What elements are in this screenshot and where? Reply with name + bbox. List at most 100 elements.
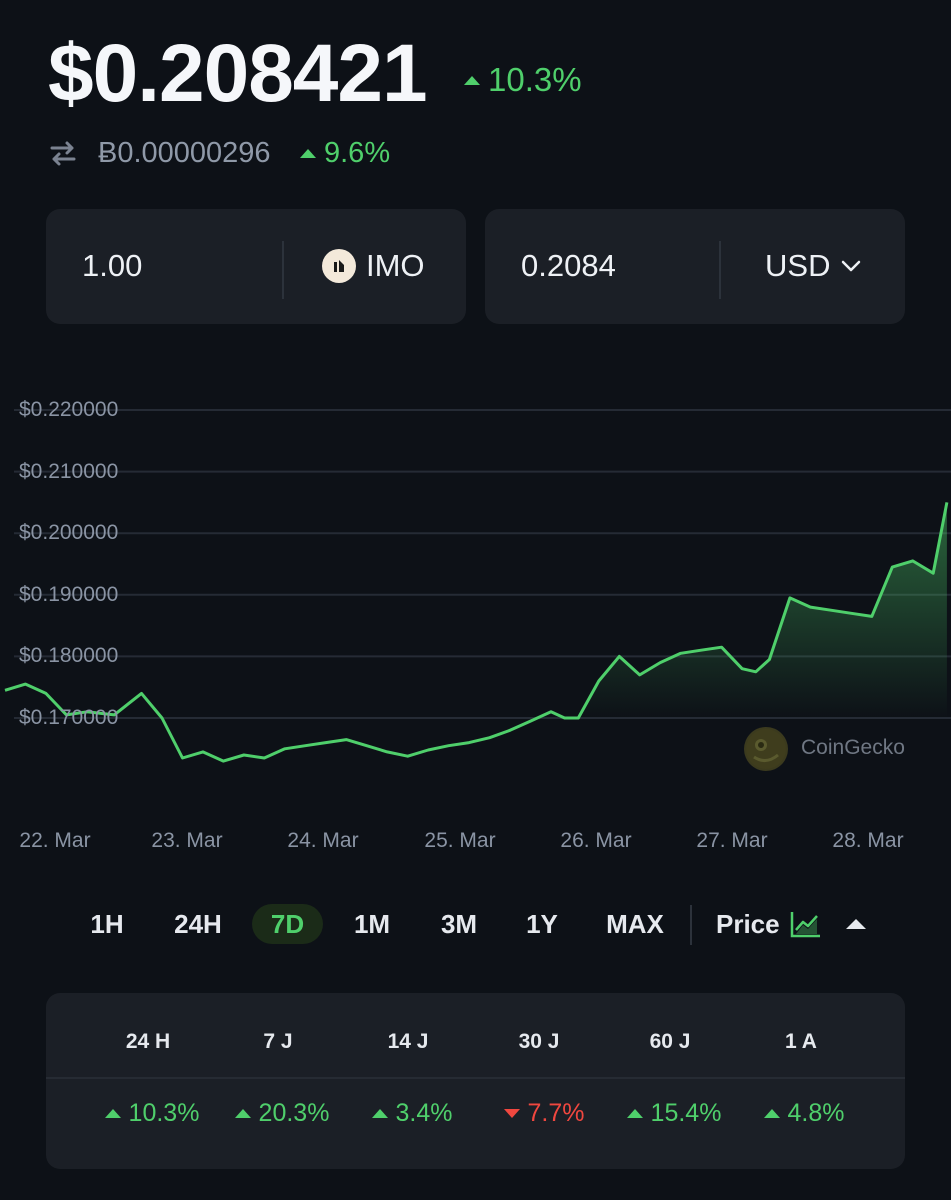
x-axis-tick-label: 24. Mar (287, 829, 359, 852)
chart-data-point (467, 741, 471, 745)
chart-data-point (3, 688, 7, 692)
chart-data-point (597, 679, 601, 683)
chart-data-point (447, 744, 451, 748)
swap-icon[interactable] (48, 138, 78, 168)
up-arrow-icon (763, 1108, 780, 1118)
converted-amount-input[interactable]: 0.2084 (521, 248, 616, 283)
perf-value-text: 20.3% (258, 1099, 330, 1127)
chart-data-point (808, 605, 812, 609)
tab-7d[interactable]: 7D (252, 904, 323, 944)
tab-1m[interactable]: 1M (353, 909, 391, 939)
y-axis-tick-label: $0.190000 (19, 582, 119, 606)
tab-1h[interactable]: 1H (90, 909, 124, 939)
x-axis-tick-label: 23. Mar (151, 829, 223, 852)
performance-table: 24 H 7 J 14 J 30 J 60 J 1 A 10.3% 20.3% … (46, 993, 905, 1169)
perf-value-text: 7.7% (527, 1099, 585, 1127)
chart-data-point (488, 736, 492, 740)
x-axis-tick-label: 25. Mar (424, 829, 496, 852)
converter-divider (719, 241, 721, 299)
chart-data-point (679, 651, 683, 655)
chart-data-point (140, 691, 144, 695)
line-chart-icon (790, 912, 820, 938)
tab-24h[interactable]: 24H (174, 909, 222, 939)
chart-data-point (658, 661, 662, 665)
x-axis-tick-label: 22. Mar (19, 829, 91, 852)
chart-data-point (740, 667, 744, 671)
chart-data-point (720, 645, 724, 649)
y-axis-tick-label: $0.210000 (19, 459, 119, 483)
chart-data-point (549, 710, 553, 714)
btc-price: Ƀ0.00000296 (98, 137, 271, 169)
chart-data-point (508, 728, 512, 732)
chart-data-point (576, 716, 580, 720)
chart-data-point (365, 744, 369, 748)
chart-data-point (767, 657, 771, 661)
perf-value-text: 15.4% (650, 1099, 722, 1127)
chart-data-point (911, 559, 915, 563)
chart-data-point (303, 744, 307, 748)
amount-converter-to: 0.2084 USD (485, 209, 905, 324)
chart-data-point (23, 682, 27, 686)
chart-area-fill (578, 502, 947, 718)
amount-converter-from: 1.00 IMO (46, 209, 466, 324)
y-axis-tick-label: $0.220000 (19, 398, 119, 421)
up-arrow-icon (464, 75, 480, 85)
metric-label: Price (716, 909, 780, 939)
chart-data-point (262, 756, 266, 760)
y-axis-tick-label: $0.170000 (19, 706, 119, 729)
current-price: $0.208421 (48, 28, 428, 119)
price-change-value: 10.3% (488, 61, 582, 98)
amount-input[interactable]: 1.00 (82, 248, 143, 283)
chart-data-point (699, 648, 703, 652)
perf-divider (46, 1077, 905, 1079)
chevron-down-icon (842, 260, 861, 272)
chart-data-point (221, 759, 225, 763)
metric-selector[interactable]: Price (716, 904, 866, 944)
price-chart[interactable] (0, 380, 951, 810)
chart-data-point (870, 614, 874, 618)
perf-value-24h: 10.3% (82, 1097, 222, 1129)
perf-header-14d: 14 J (387, 1030, 429, 1053)
up-arrow-icon (104, 1108, 121, 1118)
tab-max[interactable]: MAX (606, 909, 664, 939)
currency-selector[interactable]: USD (765, 247, 862, 285)
chart-data-point (829, 608, 833, 612)
perf-value-30d: 7.7% (474, 1097, 614, 1129)
perf-header-1y: 1 A (785, 1030, 817, 1053)
tab-1y[interactable]: 1Y (526, 909, 558, 939)
chart-data-point (945, 500, 949, 504)
chart-data-point (242, 753, 246, 757)
btc-change-value: 9.6% (324, 137, 391, 169)
up-arrow-icon (626, 1108, 643, 1118)
x-axis-tick-label: 26. Mar (560, 829, 632, 852)
x-axis-tick-label: 28. Mar (832, 829, 904, 852)
perf-value-7d: 20.3% (212, 1097, 352, 1129)
perf-value-60d: 15.4% (604, 1097, 744, 1129)
perf-header-30d: 30 J (518, 1030, 560, 1053)
up-arrow-icon (300, 148, 316, 158)
perf-value-text: 10.3% (128, 1099, 200, 1127)
chart-price-line (4, 502, 949, 763)
caret-up-icon (845, 919, 866, 929)
chart-data-point (754, 670, 758, 674)
tab-3m[interactable]: 3M (440, 909, 478, 939)
chart-data-point (160, 716, 164, 720)
up-arrow-icon (371, 1108, 388, 1118)
perf-header-7d: 7 J (263, 1030, 293, 1053)
perf-header-60d: 60 J (649, 1030, 691, 1053)
chart-data-point (426, 748, 430, 752)
chart-data-point (931, 571, 935, 575)
chart-data-point (788, 596, 792, 600)
up-arrow-icon (234, 1108, 251, 1118)
chart-data-point (201, 750, 205, 754)
chart-data-point (344, 738, 348, 742)
perf-header-24h: 24 H (125, 1030, 171, 1053)
chart-data-point (849, 611, 853, 615)
chart-data-point (283, 747, 287, 751)
perf-value-14d: 3.4% (342, 1097, 482, 1129)
x-axis-tick-label: 27. Mar (696, 829, 768, 852)
chart-data-point (890, 565, 894, 569)
imo-token-icon (322, 249, 356, 283)
token-selector[interactable]: IMO (322, 247, 425, 285)
token-label: IMO (366, 248, 425, 283)
